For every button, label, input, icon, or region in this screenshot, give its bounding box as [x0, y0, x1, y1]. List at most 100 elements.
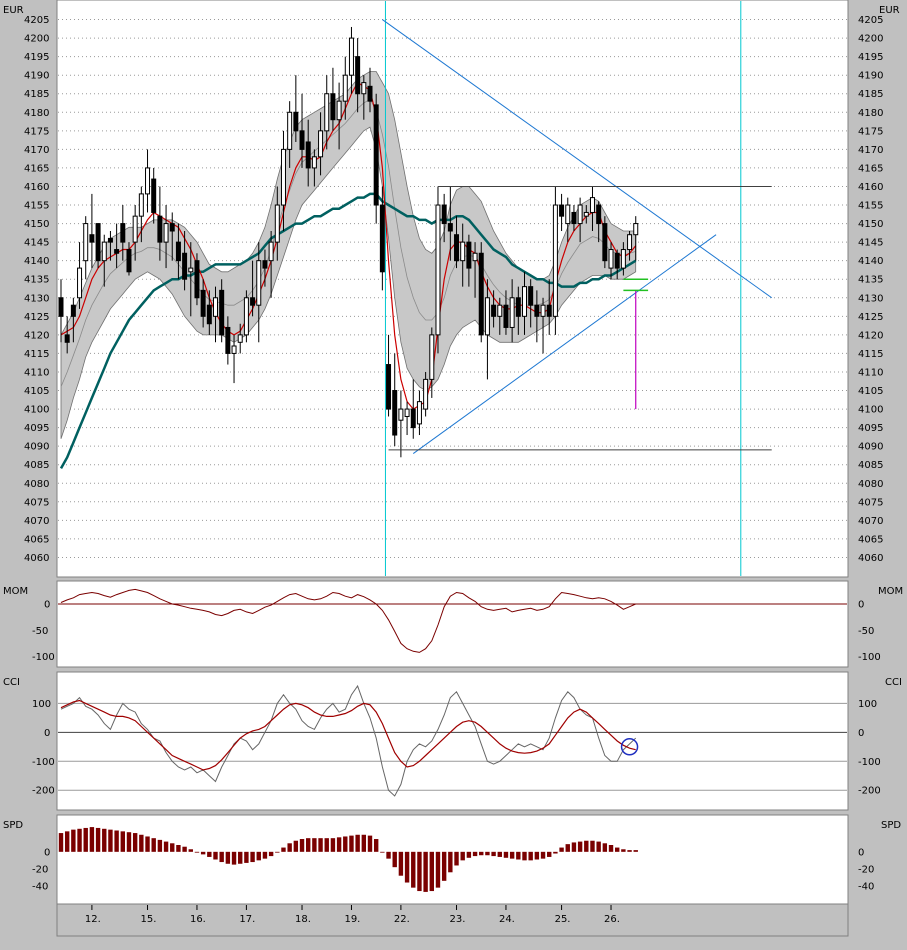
spd-bar: [411, 851, 416, 888]
cci-highlight-circle: [620, 738, 639, 756]
cci-tick-left: 0: [44, 728, 50, 739]
spd-bar: [89, 827, 95, 852]
currency-label-right: EUR: [879, 5, 900, 16]
candle-down: [515, 297, 521, 317]
spd-bar: [132, 833, 138, 852]
mom-tick-right: -100: [858, 652, 881, 663]
cci-tick-left: -100: [32, 757, 55, 768]
price-tick-left: 4110: [24, 367, 49, 378]
candle-up: [509, 297, 515, 328]
candle-up: [318, 130, 324, 158]
candle-down: [182, 252, 188, 280]
candle-up: [77, 267, 83, 299]
x-tick-label: 22.: [394, 914, 410, 925]
price-tick-left: 4105: [24, 386, 49, 397]
price-tick-right: 4120: [858, 330, 883, 341]
spd-bar: [200, 851, 206, 855]
price-tick-left: 4085: [24, 460, 49, 471]
candle-up: [620, 249, 626, 269]
price-tick-left: 4095: [24, 423, 49, 434]
spd-bar: [120, 831, 125, 852]
candle-up: [145, 167, 151, 195]
candle-down: [58, 297, 64, 317]
candle-up: [589, 197, 595, 213]
candle-up: [429, 334, 435, 380]
spd-bar: [460, 851, 465, 861]
price-tick-right: 4185: [858, 89, 883, 100]
spd-bar: [312, 838, 317, 852]
candle-down: [70, 304, 76, 317]
spd-bar: [219, 851, 224, 863]
spd-bar: [367, 835, 373, 852]
candle-up: [311, 156, 317, 169]
spd-bar: [170, 843, 175, 852]
spd-bar: [540, 851, 546, 859]
spd-bar: [336, 837, 342, 852]
candle-down: [559, 204, 565, 217]
x-tick-label: 17.: [239, 914, 255, 925]
spd-bar: [633, 850, 638, 852]
spd-tick-left: -40: [32, 881, 48, 892]
spd-bar: [108, 829, 113, 852]
spd-bar: [509, 851, 515, 859]
x-tick-label: 24.: [499, 914, 515, 925]
candle-down: [151, 178, 157, 213]
spd-bar: [577, 841, 583, 852]
candle-down: [503, 304, 509, 328]
candle-down: [157, 215, 163, 243]
spd-tick-right: -40: [858, 881, 874, 892]
candle-up: [132, 215, 138, 243]
candle-up: [404, 408, 410, 417]
spd-bar: [429, 851, 434, 892]
spd-tick-right: 0: [858, 847, 864, 858]
price-tick-left: 4155: [24, 201, 49, 212]
candle-down: [355, 56, 361, 95]
x-axis-layer: 12. 15. 16. 17. 18. 19. 22. 23. 24. 25. 26.: [85, 905, 620, 925]
cci-panel[interactable]: [56, 671, 849, 811]
spd-bar: [349, 835, 354, 852]
spd-bar: [151, 838, 156, 852]
price-tick-right: 4105: [858, 386, 883, 397]
spd-bar: [225, 851, 231, 864]
spd-bar: [355, 834, 360, 852]
spd-bar: [608, 845, 614, 852]
spd-bar: [139, 834, 144, 852]
price-tick-left: 4115: [24, 349, 49, 360]
candle-up: [342, 74, 348, 102]
spd-bar: [244, 851, 249, 863]
price-tick-left: 4165: [24, 163, 49, 174]
lower-trendline: [412, 234, 717, 454]
spd-bar: [472, 851, 478, 857]
spd-bar: [516, 851, 521, 860]
fast-moving-average: [60, 81, 637, 410]
mom-panel[interactable]: [56, 580, 849, 668]
price-tick-right: 4115: [858, 349, 883, 360]
spd-bar: [503, 851, 509, 858]
price-tick-left: 4150: [24, 219, 49, 230]
price-tick-right: 4200: [858, 34, 883, 45]
candle-up: [163, 223, 169, 243]
candle-down: [546, 304, 552, 317]
mom-tick-left: 0: [44, 600, 50, 611]
spd-bar: [627, 850, 632, 852]
spd-bar: [361, 834, 367, 852]
candle-up: [287, 111, 293, 150]
spd-bar: [306, 838, 311, 852]
candle-up: [361, 82, 367, 95]
cci-tick-left: -200: [32, 786, 55, 797]
candle-down: [596, 204, 602, 225]
candle-down: [194, 260, 200, 299]
spd-bar: [262, 851, 268, 859]
price-tick-right: 4155: [858, 201, 883, 212]
spd-bar: [238, 851, 243, 864]
candle-down: [219, 289, 225, 336]
price-tick-left: 4075: [24, 497, 49, 508]
spd-bar: [318, 838, 323, 852]
candle-up: [583, 211, 589, 217]
candle-down: [614, 252, 620, 269]
upper-trendline: [382, 19, 772, 299]
x-tick-label: 25.: [555, 914, 571, 925]
spd-bar: [102, 828, 107, 852]
spd-bar: [380, 851, 385, 853]
